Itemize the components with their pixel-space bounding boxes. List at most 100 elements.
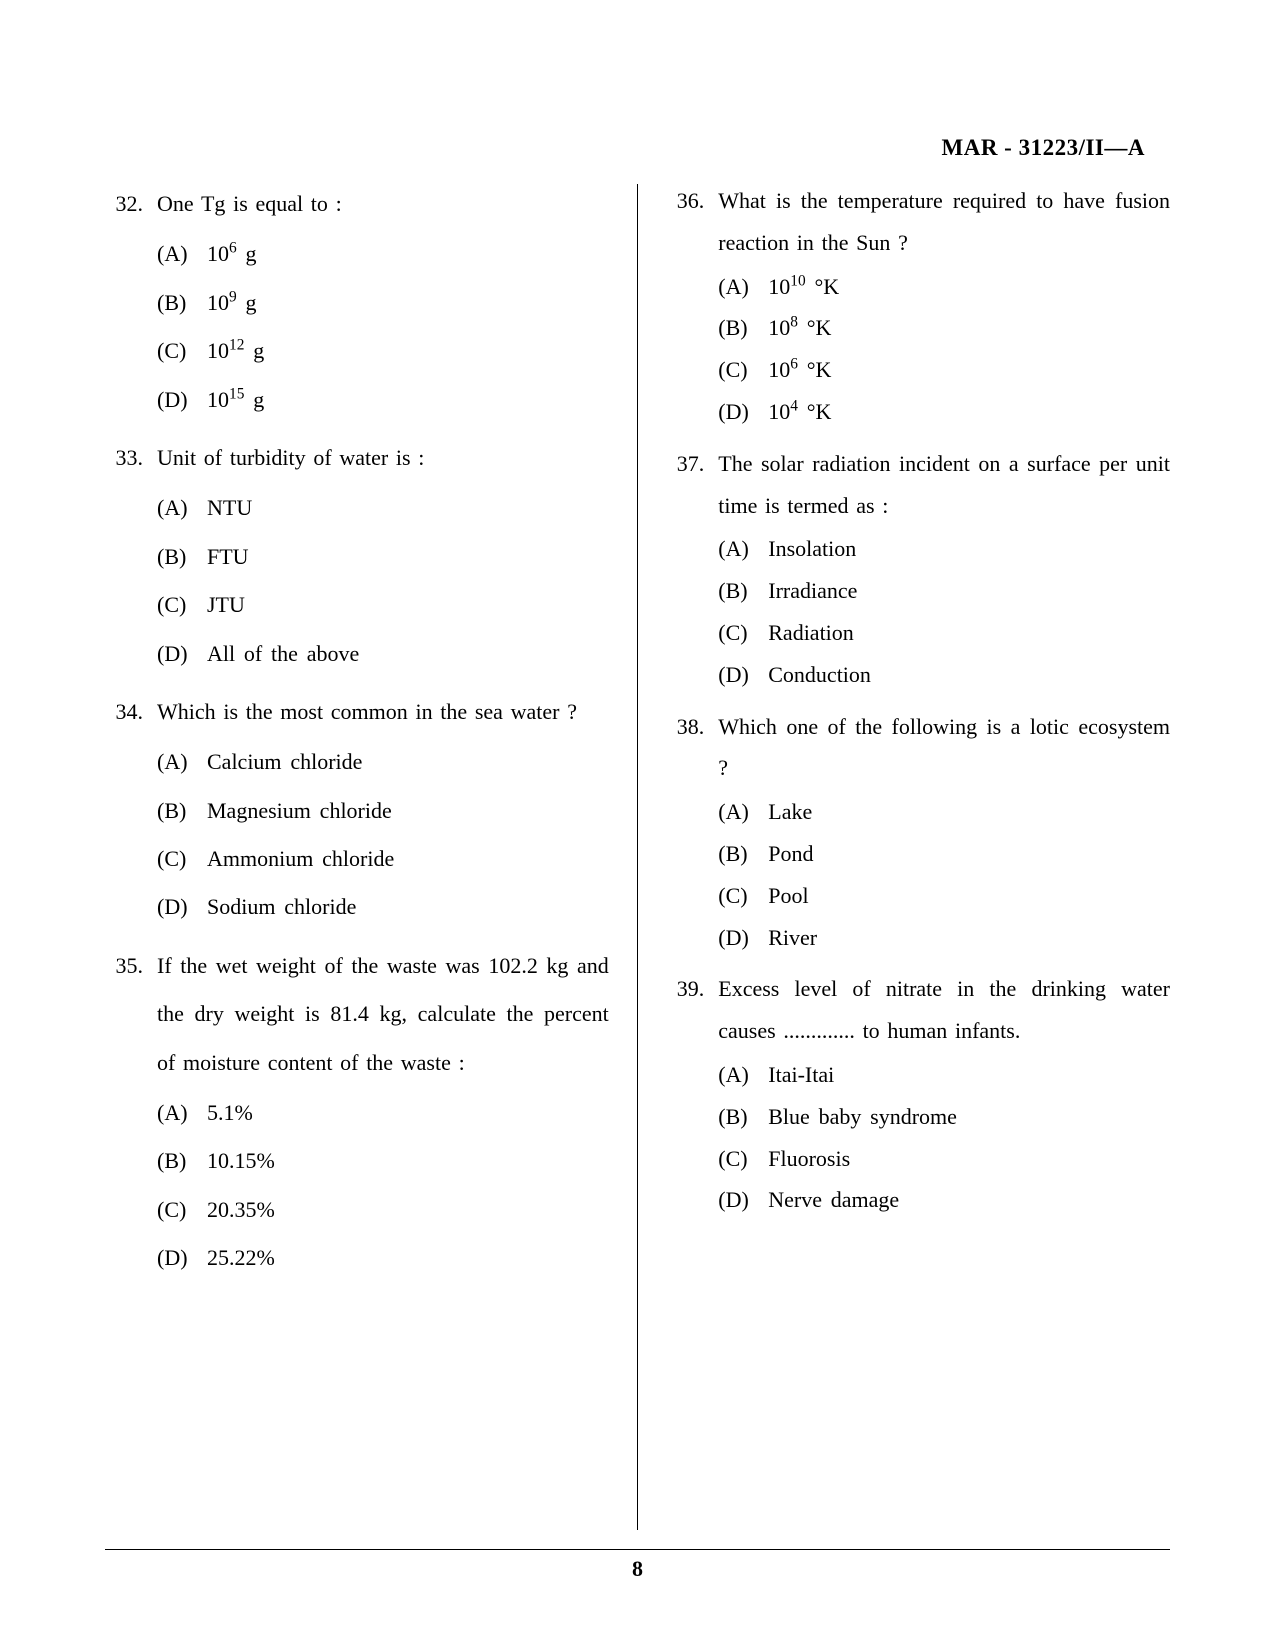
- options-list: (A)Calcium chloride(B)Magnesium chloride…: [157, 738, 609, 932]
- option-text: Radiation: [768, 612, 1170, 654]
- question-body: Unit of turbidity of water is :(A)NTU(B)…: [157, 434, 609, 678]
- option-text: Calcium chloride: [207, 738, 609, 786]
- question-text: Which is the most common in the sea wate…: [157, 688, 609, 736]
- question-body: Excess level of nitrate in the drinking …: [718, 968, 1170, 1221]
- two-column-layout: 32.One Tg is equal to :(A)106 g(B)109 g(…: [105, 180, 1170, 1530]
- options-list: (A)1010 °K(B)108 °K(C)106 °K(D)104 °K: [718, 266, 1170, 433]
- option-label: (B): [718, 1096, 768, 1138]
- option-text: River: [768, 917, 1170, 959]
- options-list: (A)NTU(B)FTU(C)JTU(D)All of the above: [157, 484, 609, 678]
- question-number: 34.: [105, 688, 157, 932]
- option-text: Magnesium chloride: [207, 787, 609, 835]
- option: (B)108 °K: [718, 307, 1170, 349]
- question-body: Which one of the following is a lotic ec…: [718, 706, 1170, 959]
- question-text: The solar radiation incident on a surfac…: [718, 443, 1170, 527]
- options-list: (A)5.1%(B)10.15%(C)20.35%(D)25.22%: [157, 1089, 609, 1283]
- option-text: Pond: [768, 833, 1170, 875]
- option-label: (B): [718, 307, 768, 349]
- option-text: Fluorosis: [768, 1138, 1170, 1180]
- option: (C)Ammonium chloride: [157, 835, 609, 883]
- option-label: (C): [718, 1138, 768, 1180]
- option: (A)Lake: [718, 791, 1170, 833]
- option-label: (B): [157, 279, 207, 327]
- option-label: (D): [718, 1179, 768, 1221]
- option-label: (C): [157, 1186, 207, 1234]
- option: (A)Itai-Itai: [718, 1054, 1170, 1096]
- option-label: (C): [157, 835, 207, 883]
- option: (D)All of the above: [157, 630, 609, 678]
- option-text: 104 °K: [768, 391, 1170, 433]
- question: 34.Which is the most common in the sea w…: [105, 688, 609, 932]
- question-body: Which is the most common in the sea wate…: [157, 688, 609, 932]
- question-number: 35.: [105, 942, 157, 1283]
- option: (B)Pond: [718, 833, 1170, 875]
- option-label: (C): [718, 612, 768, 654]
- question: 39.Excess level of nitrate in the drinki…: [666, 968, 1170, 1221]
- question-text: One Tg is equal to :: [157, 180, 609, 228]
- option: (D)25.22%: [157, 1234, 609, 1282]
- option-label: (A): [157, 484, 207, 532]
- option-text: Conduction: [768, 654, 1170, 696]
- option: (C)1012 g: [157, 327, 609, 375]
- option-text: Insolation: [768, 528, 1170, 570]
- option-label: (D): [718, 917, 768, 959]
- option: (C)Radiation: [718, 612, 1170, 654]
- question-number: 32.: [105, 180, 157, 424]
- option-label: (D): [157, 376, 207, 424]
- option-label: (C): [157, 327, 207, 375]
- option: (C)JTU: [157, 581, 609, 629]
- question-number: 36.: [666, 180, 718, 433]
- option: (B)Magnesium chloride: [157, 787, 609, 835]
- option-label: (C): [718, 875, 768, 917]
- option: (D)River: [718, 917, 1170, 959]
- option-text: 106 °K: [768, 349, 1170, 391]
- option: (D)Sodium chloride: [157, 883, 609, 931]
- question-text: Excess level of nitrate in the drinking …: [718, 968, 1170, 1052]
- question-text: If the wet weight of the waste was 102.2…: [157, 942, 609, 1087]
- option-text: 10.15%: [207, 1137, 609, 1185]
- option-text: 25.22%: [207, 1234, 609, 1282]
- question-text: What is the temperature required to have…: [718, 180, 1170, 264]
- question: 33.Unit of turbidity of water is :(A)NTU…: [105, 434, 609, 678]
- option-text: 106 g: [207, 230, 609, 278]
- option: (C)106 °K: [718, 349, 1170, 391]
- paper-code-header: MAR - 31223/II—A: [942, 135, 1146, 161]
- option-label: (D): [718, 654, 768, 696]
- question-number: 39.: [666, 968, 718, 1221]
- question-number: 38.: [666, 706, 718, 959]
- question-number: 33.: [105, 434, 157, 678]
- question-text: Unit of turbidity of water is :: [157, 434, 609, 482]
- question-body: One Tg is equal to :(A)106 g(B)109 g(C)1…: [157, 180, 609, 424]
- option-text: Blue baby syndrome: [768, 1096, 1170, 1138]
- option-text: 108 °K: [768, 307, 1170, 349]
- option: (A)Calcium chloride: [157, 738, 609, 786]
- question-body: What is the temperature required to have…: [718, 180, 1170, 433]
- option-label: (A): [157, 230, 207, 278]
- option: (D)1015 g: [157, 376, 609, 424]
- option-label: (D): [718, 391, 768, 433]
- option: (A)Insolation: [718, 528, 1170, 570]
- option-label: (B): [157, 1137, 207, 1185]
- question: 36.What is the temperature required to h…: [666, 180, 1170, 433]
- options-list: (A)106 g(B)109 g(C)1012 g(D)1015 g: [157, 230, 609, 424]
- exam-page: MAR - 31223/II—A 32.One Tg is equal to :…: [0, 0, 1275, 1650]
- option-text: Lake: [768, 791, 1170, 833]
- option-label: (D): [157, 630, 207, 678]
- option-label: (A): [718, 791, 768, 833]
- footer-rule: [105, 1549, 1170, 1550]
- option-label: (D): [157, 883, 207, 931]
- page-number: 8: [0, 1556, 1275, 1582]
- option-label: (A): [718, 266, 768, 308]
- option-text: 1010 °K: [768, 266, 1170, 308]
- option: (D)104 °K: [718, 391, 1170, 433]
- option-label: (B): [157, 787, 207, 835]
- option: (A)5.1%: [157, 1089, 609, 1137]
- option-text: Pool: [768, 875, 1170, 917]
- left-column: 32.One Tg is equal to :(A)106 g(B)109 g(…: [105, 180, 637, 1530]
- options-list: (A)Itai-Itai(B)Blue baby syndrome(C)Fluo…: [718, 1054, 1170, 1221]
- option-label: (B): [157, 533, 207, 581]
- option: (B)10.15%: [157, 1137, 609, 1185]
- option-text: All of the above: [207, 630, 609, 678]
- question-body: If the wet weight of the waste was 102.2…: [157, 942, 609, 1283]
- option-text: Itai-Itai: [768, 1054, 1170, 1096]
